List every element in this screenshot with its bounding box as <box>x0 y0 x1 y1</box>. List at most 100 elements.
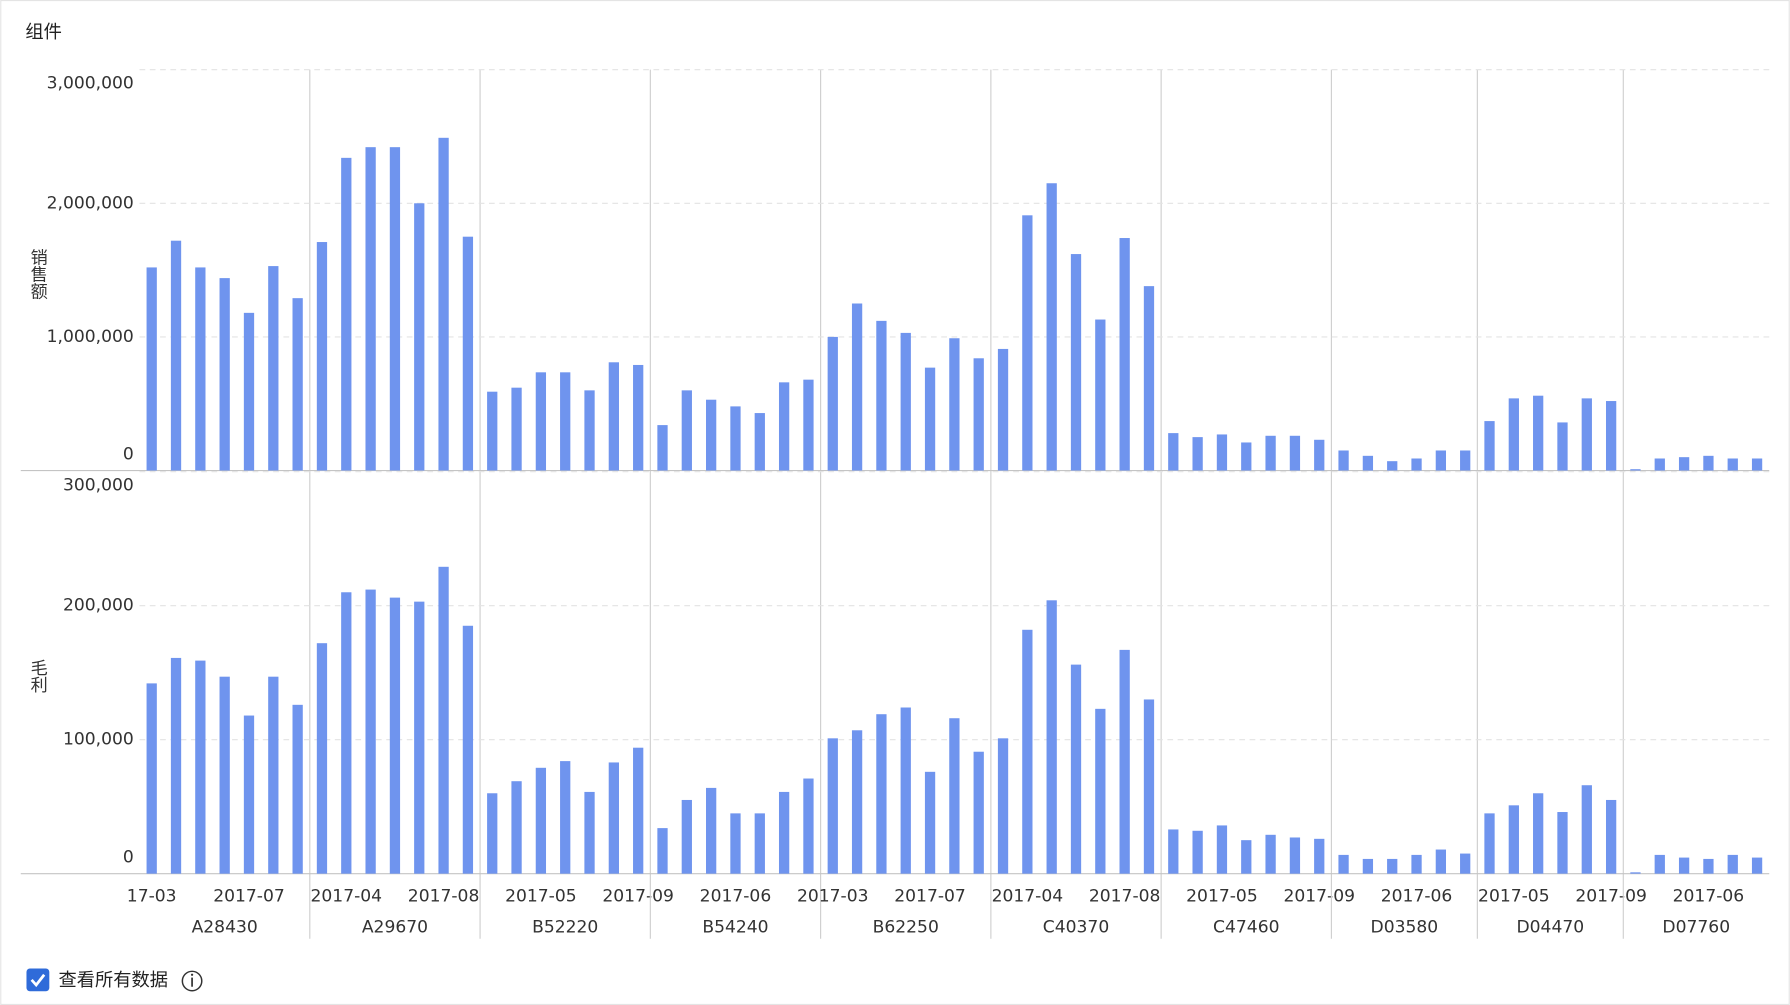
bar <box>1070 254 1082 471</box>
y-tick-label: 300,000 <box>63 475 134 495</box>
bar <box>1581 785 1592 874</box>
y-tick-label: 0 <box>123 848 134 868</box>
y-tick-label: 200,000 <box>63 596 134 616</box>
bar <box>706 787 717 874</box>
bar <box>949 718 960 874</box>
bar <box>1022 629 1033 874</box>
group-label: B62250 <box>873 917 939 937</box>
bar <box>973 751 984 874</box>
bar <box>1362 455 1374 471</box>
bar <box>292 298 303 471</box>
bar <box>1265 435 1276 471</box>
show-all-label[interactable]: 查看所有数据 <box>58 970 168 991</box>
bar <box>608 762 619 874</box>
bar <box>706 399 717 471</box>
bar <box>1289 435 1301 471</box>
y-tick-label: 1,000,000 <box>47 327 134 347</box>
group-label: B52220 <box>532 917 598 937</box>
bar <box>949 338 960 471</box>
bar <box>1387 858 1398 874</box>
bar <box>754 813 765 874</box>
bar <box>1751 857 1763 874</box>
group-label: D03580 <box>1371 917 1439 937</box>
x-tick-label: 2017-05 <box>505 887 577 907</box>
bar <box>924 771 936 874</box>
bar <box>584 791 595 874</box>
bar <box>1192 437 1203 471</box>
bar <box>389 147 401 471</box>
x-tick-label: 2017-04 <box>992 887 1064 907</box>
bar <box>1119 238 1130 471</box>
info-icon[interactable] <box>181 970 203 992</box>
bar <box>414 601 425 874</box>
y-axis-label: 毛利 <box>27 659 48 693</box>
bar <box>1143 699 1155 874</box>
bar <box>876 714 887 874</box>
bar <box>1241 840 1252 874</box>
x-tick-label: 2017-09 <box>1283 887 1355 907</box>
y-tick-label: 100,000 <box>63 730 134 750</box>
bar <box>535 767 547 874</box>
bar <box>1605 401 1617 471</box>
bar <box>438 566 449 874</box>
bar <box>1508 805 1519 874</box>
x-tick-label: 2017-03 <box>797 887 869 907</box>
y-tick-label: 3,000,000 <box>47 73 134 93</box>
bar <box>1192 830 1203 874</box>
show-all-control[interactable]: 查看所有数据 <box>26 968 203 992</box>
bar <box>1119 649 1130 874</box>
group-label: C47460 <box>1213 917 1279 937</box>
bar <box>851 303 863 471</box>
bar <box>487 793 498 874</box>
bar <box>876 320 887 471</box>
x-tick-label: 2017-06 <box>1381 887 1453 907</box>
bar <box>170 240 182 471</box>
bar <box>633 364 644 471</box>
group-label: A28430 <box>192 917 258 937</box>
chart-title: 组件 <box>25 22 62 43</box>
bar <box>1362 858 1374 874</box>
bar <box>1289 837 1301 874</box>
bar <box>462 625 474 874</box>
bar <box>973 358 984 471</box>
bar <box>1216 434 1228 471</box>
bar <box>1654 854 1665 874</box>
bar <box>1435 450 1447 471</box>
y-tick-label: 0 <box>123 445 134 465</box>
bar <box>1727 854 1738 874</box>
bar <box>584 390 595 471</box>
bar <box>1533 395 1544 471</box>
bar <box>608 362 619 471</box>
bar <box>778 382 790 471</box>
checkbox[interactable] <box>26 968 50 992</box>
bar <box>1460 450 1471 471</box>
bar <box>1168 829 1179 874</box>
x-tick-label: 2017-08 <box>408 887 480 907</box>
bar <box>462 236 474 471</box>
bar <box>341 592 352 874</box>
bar <box>900 707 911 874</box>
bar <box>1654 458 1665 471</box>
bar <box>1387 461 1398 471</box>
bar <box>1435 849 1447 874</box>
bar <box>924 367 936 471</box>
y-tick-label: 2,000,000 <box>47 193 134 213</box>
bar <box>1216 825 1228 874</box>
x-tick-label: 2017-09 <box>1575 887 1647 907</box>
bar <box>730 406 741 471</box>
bar <box>268 676 279 874</box>
bar <box>681 799 692 874</box>
bar <box>243 715 255 874</box>
x-tick-label: 2017-06 <box>700 887 772 907</box>
x-tick-label: 2017-07 <box>213 887 285 907</box>
bar <box>365 147 376 471</box>
bar <box>1484 421 1495 471</box>
bar <box>803 778 814 874</box>
bar <box>389 597 401 874</box>
x-tick-label: 2017-05 <box>1186 887 1258 907</box>
bar <box>1046 600 1057 874</box>
bar <box>1095 708 1106 874</box>
bar <box>511 781 522 874</box>
bar <box>170 657 182 874</box>
